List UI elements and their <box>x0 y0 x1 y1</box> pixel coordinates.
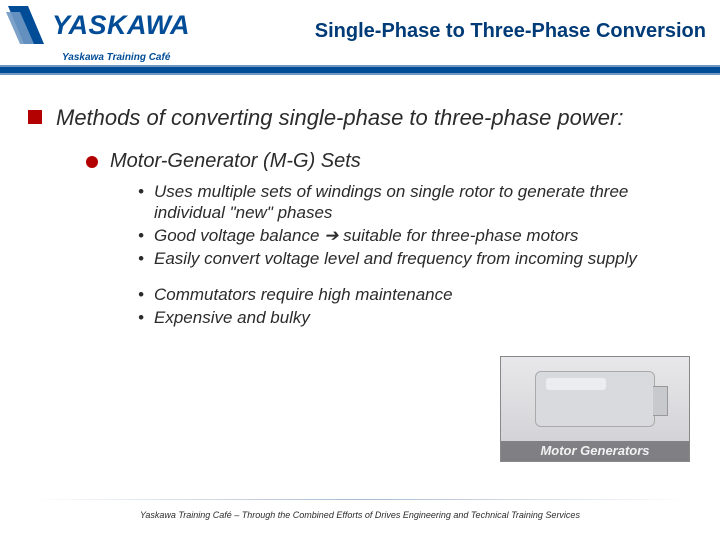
logo: YASKAWA <box>6 4 190 46</box>
bullet-level3: • Commutators require high maintenance <box>138 284 478 305</box>
slide-header: YASKAWA Yaskawa Training Café Single-Pha… <box>0 0 720 68</box>
footer-text: Yaskawa Training Café – Through the Comb… <box>0 510 720 520</box>
slide-title: Single-Phase to Three-Phase Conversion <box>315 20 706 43</box>
bullet-level3: • Uses multiple sets of windings on sing… <box>138 181 682 224</box>
bullet-level2: Motor-Generator (M-G) Sets <box>86 150 682 173</box>
logo-mark-icon <box>6 4 50 46</box>
level3-text: Easily convert voltage level and frequen… <box>154 248 637 269</box>
level3-text: Expensive and bulky <box>154 307 310 328</box>
motor-shape-icon <box>535 371 655 427</box>
image-caption: Motor Generators <box>501 441 689 461</box>
logo-text: YASKAWA <box>52 10 190 41</box>
dot-bullet-icon: • <box>138 181 152 202</box>
bullet-level3: • Expensive and bulky <box>138 307 478 328</box>
bullet-level3: • Good voltage balance ➔ suitable for th… <box>138 225 682 246</box>
level3-text: Uses multiple sets of windings on single… <box>154 181 682 224</box>
bullet-level1: Methods of converting single-phase to th… <box>28 104 682 132</box>
footer-divider <box>30 499 690 500</box>
level3-group-advantages: • Uses multiple sets of windings on sing… <box>138 181 682 270</box>
slide-body: Methods of converting single-phase to th… <box>0 104 720 342</box>
dot-bullet-icon: • <box>138 284 152 305</box>
header-divider-bot <box>0 73 720 75</box>
square-bullet-icon <box>28 110 42 124</box>
level1-text: Methods of converting single-phase to th… <box>56 104 623 132</box>
motor-generator-image: Motor Generators <box>500 356 690 462</box>
round-bullet-icon <box>86 156 98 168</box>
dot-bullet-icon: • <box>138 225 152 246</box>
level3-text: Good voltage balance ➔ suitable for thre… <box>154 225 578 246</box>
level3-text: Commutators require high maintenance <box>154 284 453 305</box>
dot-bullet-icon: • <box>138 307 152 328</box>
bullet-level3: • Easily convert voltage level and frequ… <box>138 248 682 269</box>
image-placeholder-icon <box>501 357 689 441</box>
header-divider <box>0 65 720 75</box>
header-subtitle: Yaskawa Training Café <box>62 52 170 63</box>
dot-bullet-icon: • <box>138 248 152 269</box>
level2-text: Motor-Generator (M-G) Sets <box>110 150 361 173</box>
slide: YASKAWA Yaskawa Training Café Single-Pha… <box>0 0 720 540</box>
level3-group-disadvantages: • Commutators require high maintenance •… <box>138 284 478 329</box>
